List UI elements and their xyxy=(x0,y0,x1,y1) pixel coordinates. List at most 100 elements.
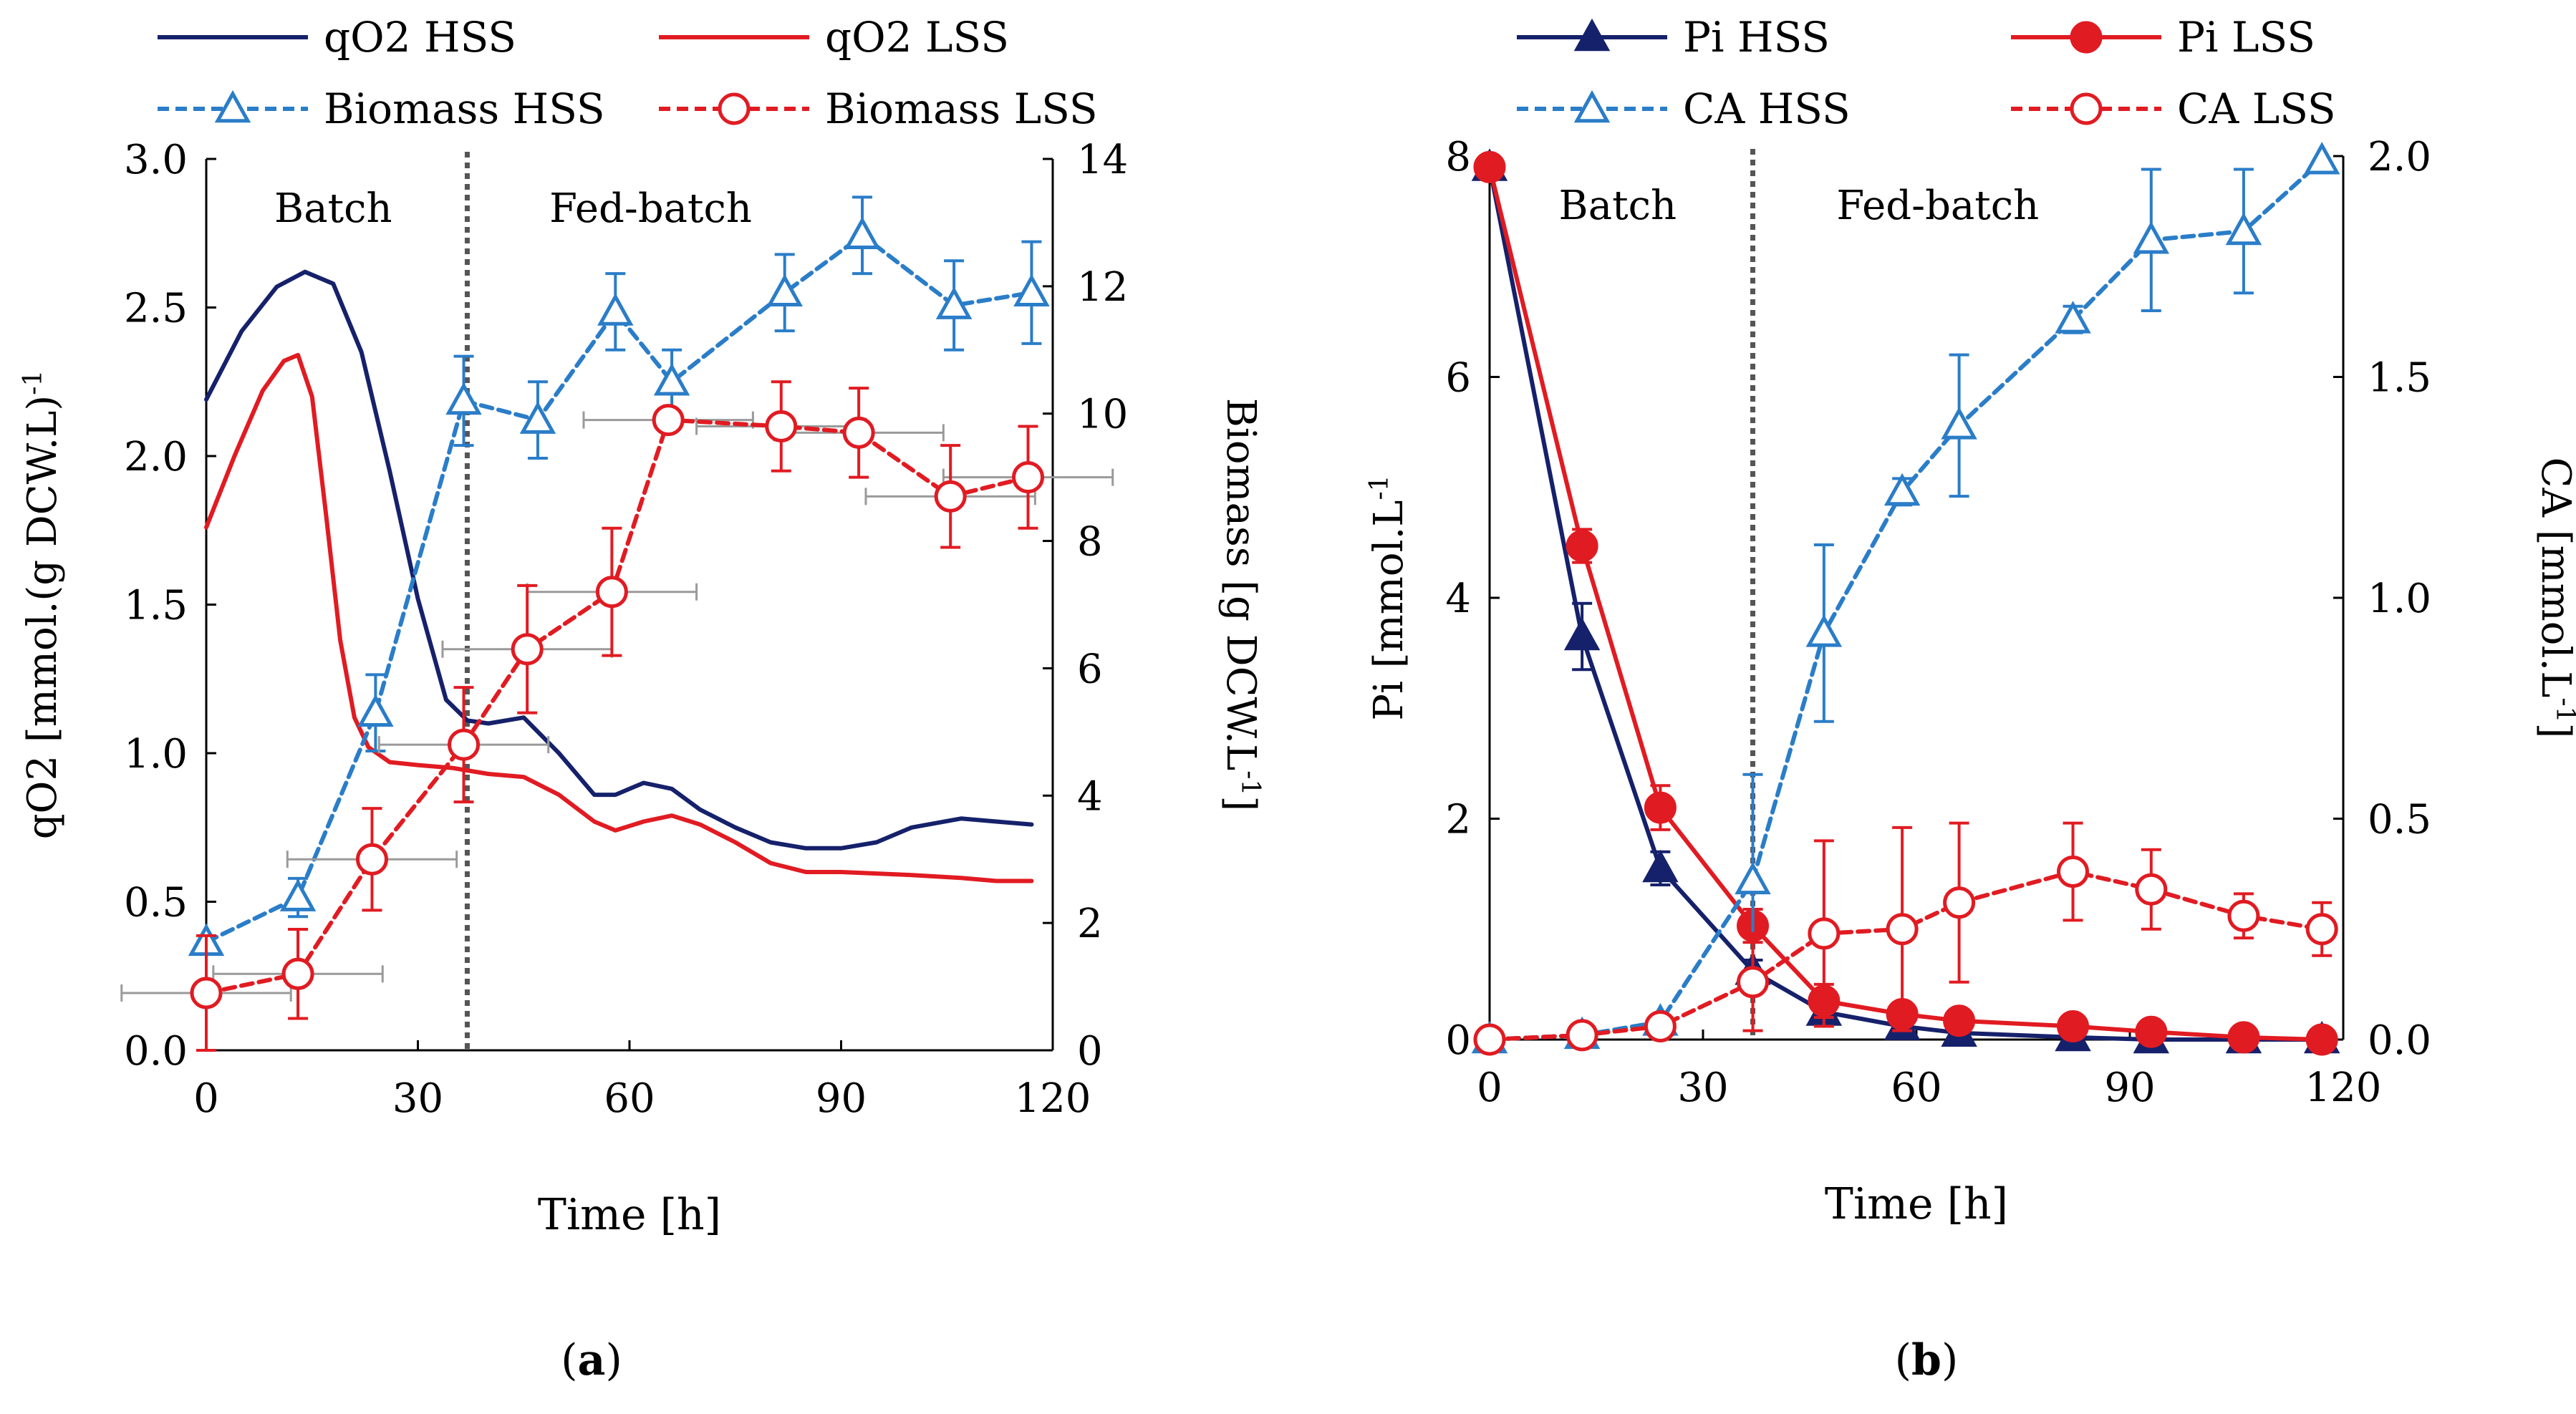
data-point xyxy=(1644,1009,1677,1042)
y-left-tick-label: 0.0 xyxy=(124,1028,188,1075)
phase-label-batch: Batch xyxy=(1559,183,1677,229)
data-point xyxy=(1886,913,1919,946)
legend-swatch-marker xyxy=(718,92,751,125)
panel-a: 0 30 60 90 120 0.0 0.5 1.0 1.5 2.0 2.5 3.0 0 2 4 6 8 10 12… xyxy=(19,13,1265,1385)
data-point xyxy=(190,977,223,1009)
legend-swatch-marker xyxy=(2070,92,2103,125)
y-left-tick-label: 1.5 xyxy=(124,583,188,629)
y-left-tick-label: 6 xyxy=(1445,355,1471,402)
data-point xyxy=(1941,407,1977,440)
y-axis-title-left-main: Pi [mmol.L xyxy=(1366,500,1412,721)
data-point xyxy=(595,576,628,609)
y-axis-title-right: Biomass [g DCW.L-1] xyxy=(1217,398,1265,811)
panel-label-letter: a xyxy=(578,1335,606,1385)
y-axis-title-right-main: CA [mmol.L xyxy=(2532,457,2576,698)
legend-entry-label: CA LSS xyxy=(2177,84,2336,133)
y-left-tick-label: 8 xyxy=(1445,134,1471,180)
data-point xyxy=(1012,461,1045,494)
data-point xyxy=(2227,1021,2260,1054)
y-axis-title-right-close: ] xyxy=(2532,722,2576,738)
data-point xyxy=(1013,273,1050,307)
x-axis-title: Time [h] xyxy=(538,1190,721,1240)
panel-label-open: ( xyxy=(561,1335,577,1385)
data-point xyxy=(2305,1023,2338,1056)
data-point xyxy=(1808,917,1841,950)
data-point xyxy=(448,728,481,761)
data-point xyxy=(2057,1009,2090,1042)
legend-entry-label: qO2 HSS xyxy=(324,13,516,62)
y-axis-title-left: qO2 [mmol.(g DCW.L)-1 xyxy=(19,370,66,840)
y-right-tick-label: 2.0 xyxy=(2368,134,2431,180)
y-axis-title-right: CA [mmol.L-1] xyxy=(2532,457,2576,739)
series-line xyxy=(204,269,1034,851)
y-axis-title-right-sup: -1 xyxy=(1235,770,1265,795)
y-axis-title-right-close: ] xyxy=(1217,795,1264,811)
panel-label: (a) xyxy=(561,1335,622,1385)
y-left-tick-label: 2.0 xyxy=(124,434,188,480)
data-point xyxy=(2303,142,2340,175)
x-tick-label: 120 xyxy=(2305,1065,2382,1111)
data-point xyxy=(445,382,482,415)
legend-entry-label: Pi HSS xyxy=(1683,13,1830,62)
legend: Pi HSS Pi LSS CA HSS CA LSS xyxy=(1517,13,2336,133)
phase-label-fed-batch: Fed-batch xyxy=(1836,183,2039,229)
data-point xyxy=(1805,614,1843,647)
y-axis-title-left: Pi [mmol.L-1 xyxy=(1365,475,1412,720)
y-right-tick-label: 0.0 xyxy=(2368,1017,2431,1064)
phase-label-batch: Batch xyxy=(274,185,392,232)
data-point xyxy=(597,293,634,326)
x-tick-label: 120 xyxy=(1015,1075,1091,1122)
y-right-tick-label: 14 xyxy=(1077,137,1128,183)
x-tick-label: 60 xyxy=(604,1075,655,1122)
panel-label-letter: b xyxy=(1911,1335,1941,1385)
series-qo2-lss xyxy=(204,352,1034,883)
data-point xyxy=(1883,473,1921,506)
x-tick-label: 30 xyxy=(1677,1065,1728,1111)
legend-swatch-marker xyxy=(1573,89,1611,123)
y-left-tick-label: 4 xyxy=(1445,576,1471,622)
y-left-tick-label: 3.0 xyxy=(124,137,188,183)
panel-b: 0 30 60 90 120 0 2 4 6 8 0.0 0.5 1.0 1.5 2.0 Time [h] Pi… xyxy=(1365,13,2576,1385)
y-axis-title-right-main: Biomass [g DCW.L xyxy=(1217,398,1264,771)
data-point xyxy=(2055,301,2091,334)
x-tick-label: 0 xyxy=(193,1075,219,1122)
data-point xyxy=(653,363,690,396)
data-point xyxy=(1473,150,1506,183)
x-tick-label: 90 xyxy=(2104,1065,2155,1111)
data-point xyxy=(765,410,798,442)
data-point xyxy=(1473,1023,1506,1056)
data-point xyxy=(2227,899,2260,932)
panel-label: (b) xyxy=(1895,1335,1959,1385)
legend-entry-label: Biomass HSS xyxy=(324,84,605,133)
y-right-tick-label: 1.0 xyxy=(2368,576,2431,622)
series-ca-lss xyxy=(1473,821,2338,1056)
series-qo2-hss xyxy=(204,269,1034,851)
data-point xyxy=(355,843,388,876)
data-point xyxy=(842,416,875,449)
y-left-tick-label: 0.5 xyxy=(124,880,188,926)
data-point xyxy=(934,480,967,513)
y-right-tick-label: 0.5 xyxy=(2368,797,2431,843)
x-tick-label: 0 xyxy=(1477,1065,1502,1111)
data-point xyxy=(844,216,881,250)
x-tick-label: 90 xyxy=(816,1075,867,1122)
data-point xyxy=(1943,886,1976,919)
y-axis-title-right-sup: -1 xyxy=(2550,697,2576,722)
y-right-tick-label: 1.5 xyxy=(2368,355,2431,402)
y-right-tick-label: 2 xyxy=(1077,901,1103,947)
y-axis-title-left-sup: -1 xyxy=(1365,475,1394,500)
panel-label-close: ) xyxy=(1941,1335,1958,1385)
legend-swatch-marker xyxy=(1573,18,1611,52)
x-axis-title: Time [h] xyxy=(1825,1179,2008,1229)
y-right-tick-label: 10 xyxy=(1077,392,1128,438)
y-right-tick-label: 8 xyxy=(1077,519,1103,566)
panel-label-close: ) xyxy=(605,1335,622,1385)
legend-entry-label: Biomass LSS xyxy=(825,84,1098,133)
y-right-tick-label: 4 xyxy=(1077,773,1103,820)
data-point xyxy=(1566,1019,1598,1052)
series-biomass-hss xyxy=(188,195,1050,957)
series-biomass-lss xyxy=(120,380,1114,1052)
series-line xyxy=(204,352,1034,883)
